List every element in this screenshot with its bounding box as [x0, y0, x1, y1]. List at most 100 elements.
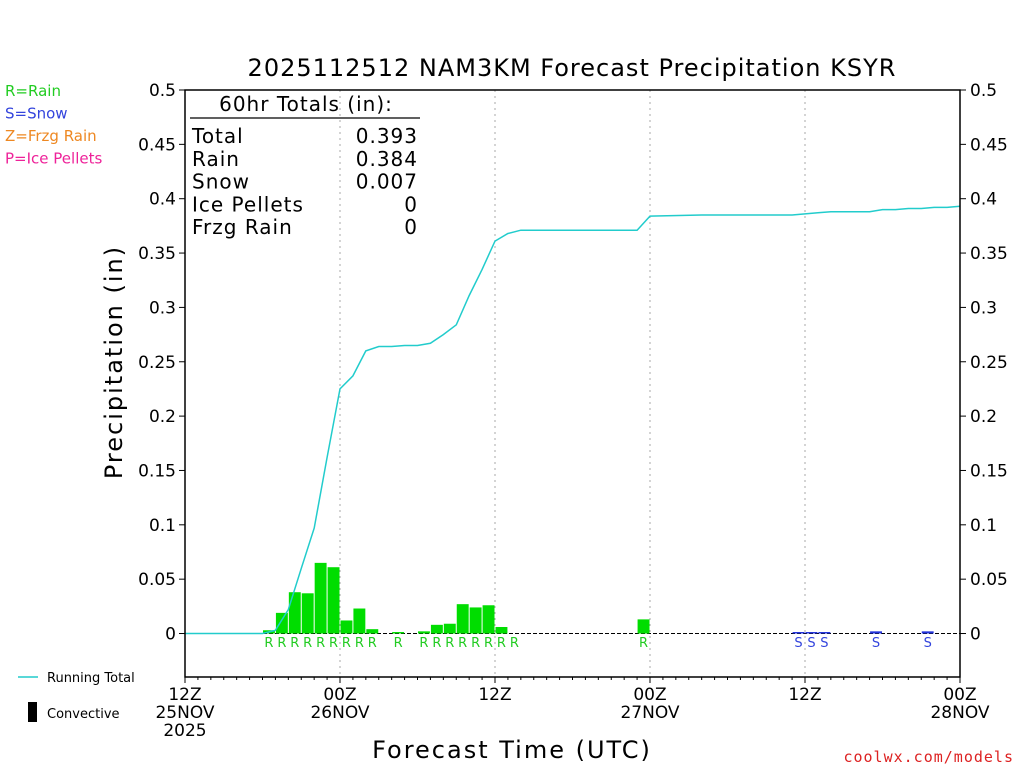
precip-bar-rain — [275, 612, 288, 634]
precip-bar-rain — [469, 607, 482, 634]
precip-type-marker: R — [394, 636, 403, 651]
y-tick-label-right: 0.3 — [970, 298, 997, 318]
precip-bar-snow — [921, 631, 934, 634]
y-tick-label-right: 0.05 — [970, 570, 1008, 590]
precip-bar-snow — [818, 632, 831, 634]
x-tick-label: 28NOV — [930, 703, 989, 723]
legend-precip-type: P=Ice Pellets — [5, 150, 102, 168]
precip-bar-rain — [495, 626, 508, 634]
y-tick-label-right: 0.5 — [970, 81, 997, 101]
precip-type-marker: R — [303, 636, 312, 651]
legend-precip-type: R=Rain — [5, 82, 61, 100]
y-tick-label-left: 0.45 — [138, 135, 176, 155]
legend-running-total-label: Running Total — [47, 671, 135, 686]
precip-bar-rain — [418, 631, 430, 634]
y-tick-label-right: 0.35 — [970, 244, 1008, 264]
y-tick-label-right: 0.25 — [970, 353, 1008, 373]
y-tick-label-right: 0.2 — [970, 407, 997, 427]
y-tick-label-left: 0.2 — [149, 407, 176, 427]
x-tick-label: 26NOV — [310, 703, 369, 723]
precip-bar-snow — [870, 631, 882, 634]
y-tick-label-left: 0.25 — [138, 353, 176, 373]
precip-type-marker: R — [445, 636, 454, 651]
x-tick-label: 12Z — [168, 685, 201, 705]
precip-bar-rain — [353, 608, 366, 634]
running-total-line — [185, 205, 961, 635]
totals-heading: 60hr Totals (in): — [219, 92, 393, 116]
precip-type-marker: R — [639, 636, 648, 651]
x-tick-label: 25NOV — [155, 703, 214, 723]
y-axis-label: Precipitation (in) — [100, 245, 128, 479]
totals-row-label: Snow — [192, 170, 250, 194]
precip-type-marker: R — [497, 636, 506, 651]
totals-row-value: 0 — [404, 215, 418, 239]
precip-bar-rain — [637, 619, 650, 634]
running-total-layer — [185, 205, 961, 635]
x-tick-label: 27NOV — [620, 703, 679, 723]
series-legend: Running Total Convective — [18, 671, 135, 722]
precip-type-marker: R — [432, 636, 441, 651]
totals-row-label: Rain — [192, 147, 240, 171]
precip-type-marker: S — [794, 636, 802, 651]
precip-bar-rain — [327, 567, 340, 634]
precip-bar-snow — [792, 632, 805, 634]
precip-type-marker: S — [820, 636, 828, 651]
totals-row-value: 0.384 — [356, 147, 418, 171]
y-tick-label-left: 0.4 — [149, 190, 176, 210]
totals-row-value: 0 — [404, 192, 418, 216]
precip-bar-rain — [482, 605, 495, 634]
precip-bar-rain — [288, 592, 301, 634]
bar-series — [263, 562, 934, 634]
x-tick-label: 2025 — [163, 721, 206, 741]
x-tick-label: 12Z — [478, 685, 511, 705]
precip-bar-rain — [301, 593, 314, 634]
y-tick-label-left: 0.05 — [138, 570, 176, 590]
precip-type-marker: R — [264, 636, 273, 651]
precip-type-marker: R — [342, 636, 351, 651]
y-tick-label-left: 0.35 — [138, 244, 176, 264]
legend-precip-type: S=Snow — [5, 105, 68, 123]
x-tick-label: 00Z — [943, 685, 976, 705]
totals-row-label: Ice Pellets — [192, 192, 304, 216]
y-tick-label-right: 0.1 — [970, 516, 997, 536]
precip-bar-rain — [314, 562, 327, 634]
precip-bar-snow — [805, 632, 818, 634]
precip-type-marker: R — [329, 636, 338, 651]
precip-bar-rain — [366, 629, 379, 634]
precip-type-marker: R — [316, 636, 325, 651]
precip-type-legend: R=Rain S=Snow Z=Frzg Rain P=Ice Pellets — [5, 82, 102, 168]
legend-convective-swatch — [28, 702, 37, 722]
x-axis-label: Forecast Time (UTC) — [372, 736, 652, 764]
precip-type-marker: R — [471, 636, 480, 651]
precip-type-marker: R — [355, 636, 364, 651]
totals-row-value: 0.007 — [356, 170, 418, 194]
totals-row-value: 0.393 — [356, 124, 418, 148]
y-tick-label-right: 0.4 — [970, 190, 997, 210]
precip-bar-rain — [443, 623, 456, 634]
precip-bar-rain — [456, 604, 469, 634]
y-tick-label-right: 0.15 — [970, 461, 1008, 481]
precip-bar-rain — [392, 632, 405, 634]
precip-type-marker: S — [924, 636, 932, 651]
precip-type-marker: R — [458, 636, 467, 651]
grid-lines — [185, 90, 960, 677]
x-tick-label: 12Z — [788, 685, 821, 705]
precip-bar-rain — [430, 624, 443, 634]
precip-type-marker: R — [510, 636, 519, 651]
credit-text: coolwx.com/models — [843, 748, 1014, 766]
chart-title: 2025112512 NAM3KM Forecast Precipitation… — [248, 54, 897, 82]
x-tick-label: 00Z — [633, 685, 666, 705]
precip-type-marker: S — [872, 636, 880, 651]
y-tick-label-left: 0.15 — [138, 461, 176, 481]
y-tick-label-right: 0.45 — [970, 135, 1008, 155]
y-tick-label-left: 0.3 — [149, 298, 176, 318]
totals-row-label: Frzg Rain — [192, 215, 293, 239]
precip-type-marker: S — [807, 636, 815, 651]
x-tick-label: 00Z — [323, 685, 356, 705]
y-tick-label-left: 0.1 — [149, 516, 176, 536]
y-tick-label-left: 0.5 — [149, 81, 176, 101]
y-tick-label-right: 0 — [970, 625, 981, 645]
